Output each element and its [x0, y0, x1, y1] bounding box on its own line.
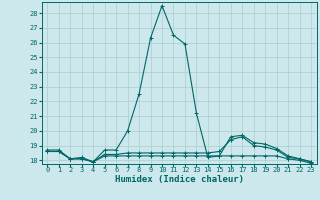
X-axis label: Humidex (Indice chaleur): Humidex (Indice chaleur): [115, 175, 244, 184]
